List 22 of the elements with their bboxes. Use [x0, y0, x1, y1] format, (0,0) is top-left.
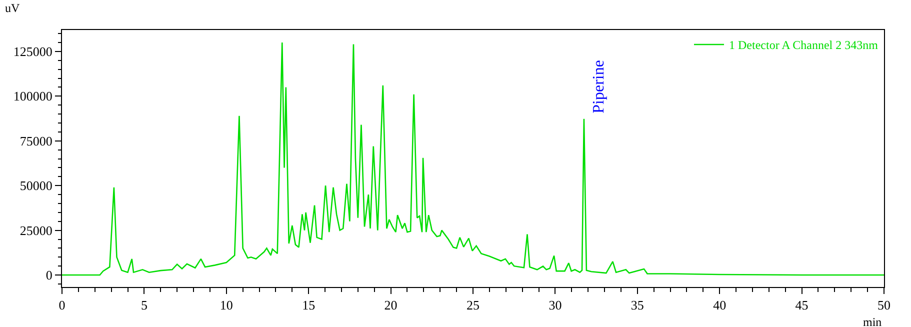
x-axis-title: min: [863, 315, 882, 327]
y-tick-label: 100000: [13, 88, 52, 104]
x-tick-label: 5: [140, 298, 148, 313]
x-tick-label: 50: [878, 298, 890, 313]
y-tick-label: 0: [46, 268, 52, 283]
x-tick-label: 25: [466, 298, 480, 313]
y-axis-title: uV: [5, 1, 20, 15]
x-tick-label: 10: [220, 298, 233, 313]
x-tick-label: 45: [795, 298, 808, 313]
x-tick-label: 40: [713, 298, 726, 313]
annotation: Piperine: [590, 60, 608, 114]
y-tick-label: 125000: [13, 44, 52, 60]
x-tick-label: 35: [630, 298, 644, 313]
x-tick-label: 20: [384, 298, 398, 313]
x-tick-label: 15: [302, 298, 316, 313]
x-tick-label: 0: [58, 298, 66, 313]
x-tick-label: 30: [548, 298, 562, 313]
line-series: [62, 42, 884, 276]
y-tick-label: 25000: [20, 222, 52, 238]
y-tick-label: 75000: [20, 133, 52, 148]
y-tick-label: 50000: [20, 178, 52, 194]
legend-label: 1 Detector A Channel 2 343nm: [729, 38, 879, 52]
